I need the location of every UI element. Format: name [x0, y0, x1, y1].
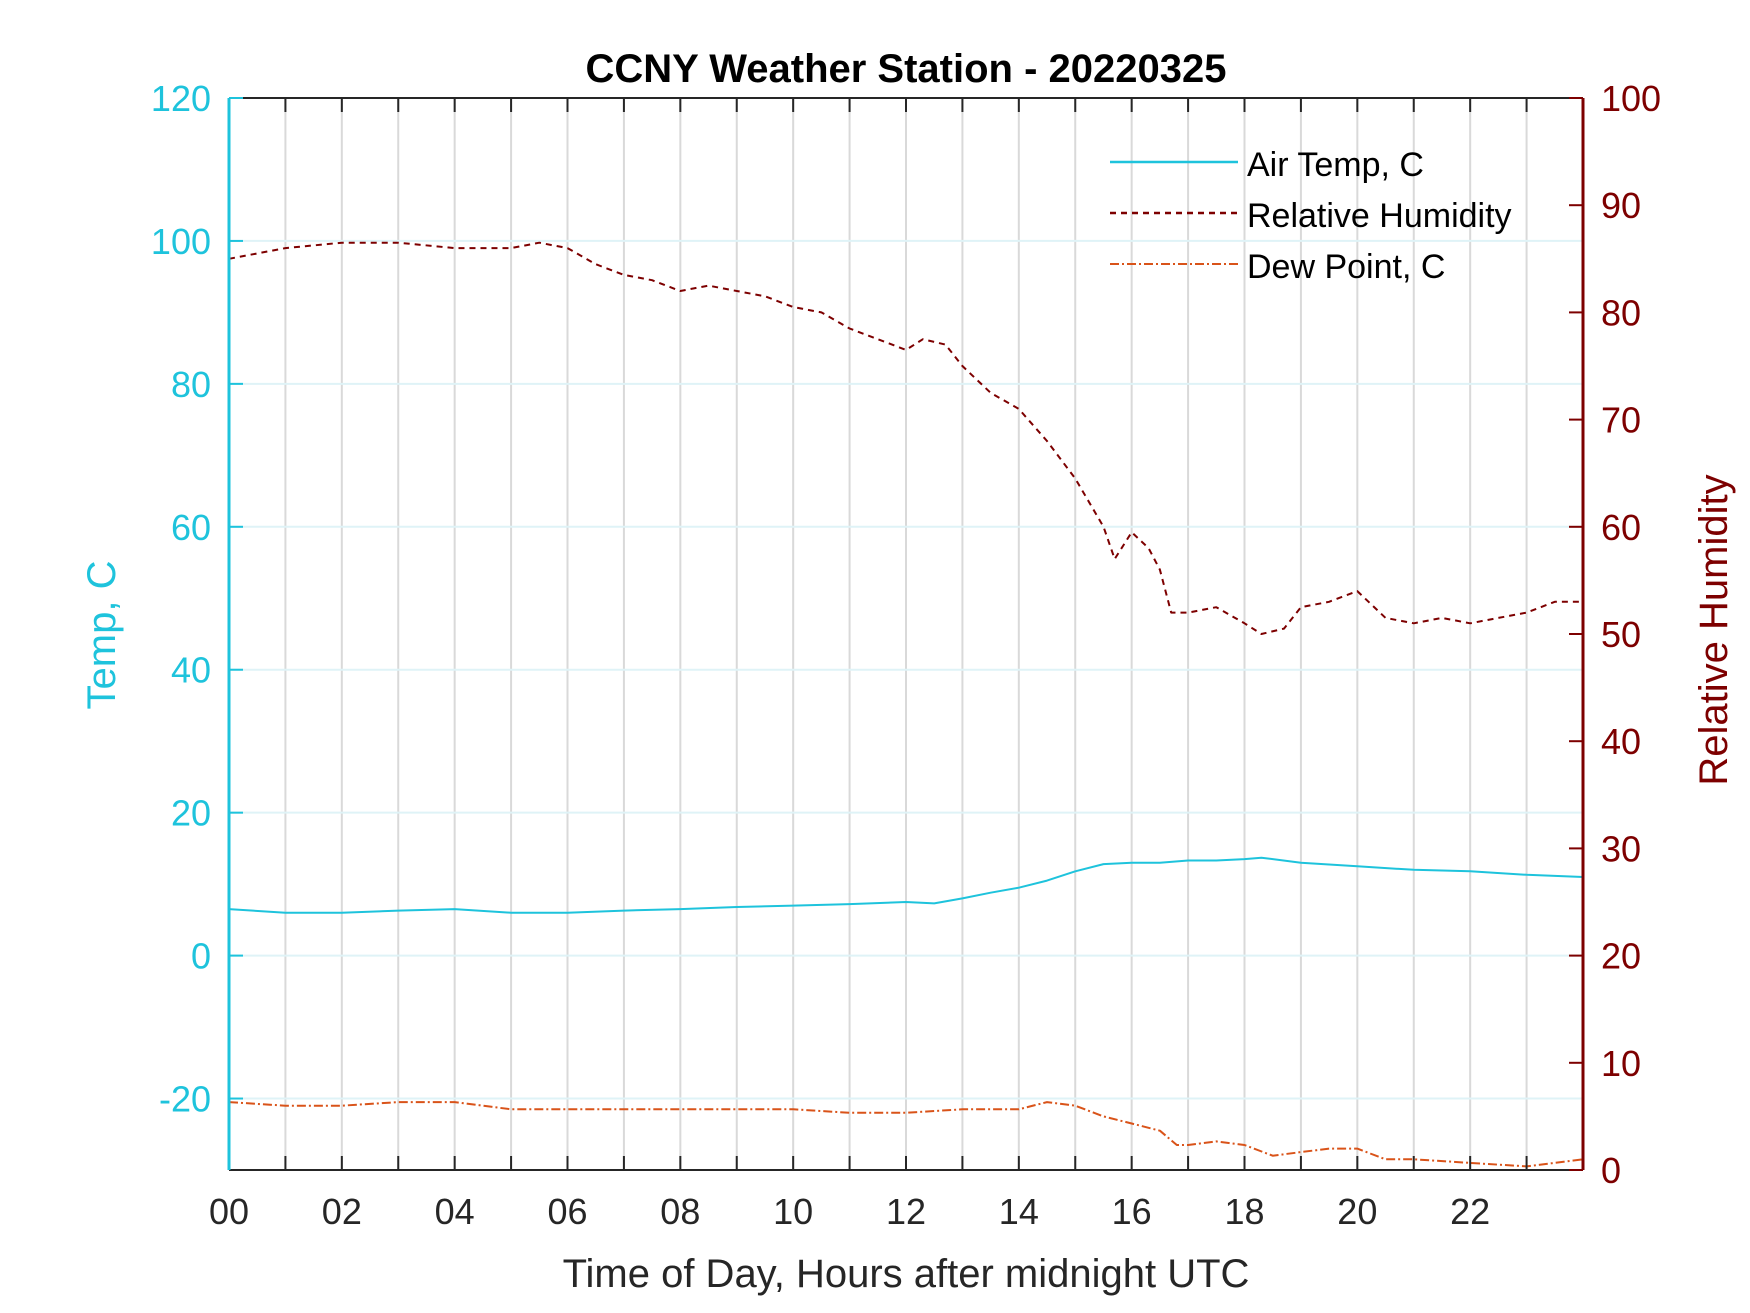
- y-tick-label-right: 100: [1601, 78, 1661, 119]
- x-tick-label: 08: [660, 1191, 700, 1232]
- y-tick-label-left: 120: [151, 78, 211, 119]
- x-tick-label: 20: [1337, 1191, 1377, 1232]
- axes: [227, 97, 1585, 1171]
- y-tick-label-right: 70: [1601, 400, 1641, 441]
- y-axis-label-left: Temp, C: [80, 561, 124, 710]
- y-tick-label-right: 30: [1601, 828, 1641, 869]
- y-tick-label-right: 0: [1601, 1150, 1621, 1191]
- x-tick-label: 10: [773, 1191, 813, 1232]
- series-line-air-temp: [228, 856, 1584, 914]
- series-lines: [228, 241, 1584, 1168]
- y-tick-label-left: 20: [171, 793, 211, 834]
- y-tick-label-right: 10: [1601, 1043, 1641, 1084]
- x-tick-label: 22: [1450, 1191, 1490, 1232]
- y-tick-label-left: 40: [171, 650, 211, 691]
- y-tick-label-left: 80: [171, 364, 211, 405]
- y-tick-label-left: 100: [151, 221, 211, 262]
- x-tick-label: 18: [1224, 1191, 1264, 1232]
- y-tick-label-left: 60: [171, 507, 211, 548]
- tick-labels: 00 02 04 06 08 10 12 14 16 18 20 22-200204060801001…: [151, 78, 1661, 1232]
- y-axis-label-right: Relative Humidity: [1692, 474, 1736, 785]
- x-tick-label: 00: [209, 1191, 249, 1232]
- x-tick-label: 16: [1112, 1191, 1152, 1232]
- y-tick-label-left: -20: [159, 1079, 211, 1120]
- legend-label-dew-point: Dew Point, C: [1247, 248, 1445, 286]
- legend: Air Temp, C Relative Humidity Dew Point,…: [1110, 146, 1512, 286]
- x-tick-label: 02: [322, 1191, 362, 1232]
- legend-label-humidity: Relative Humidity: [1247, 197, 1512, 235]
- x-tick-label: 14: [999, 1191, 1039, 1232]
- x-axis-label: Time of Day, Hours after midnight UTC: [563, 1252, 1250, 1296]
- y-tick-label-right: 50: [1601, 614, 1641, 655]
- y-tick-label-right: 90: [1601, 185, 1641, 226]
- series-line-humidity: [228, 241, 1583, 635]
- series-line-dew-point: [228, 1101, 1584, 1168]
- y-tick-label-right: 60: [1601, 507, 1641, 548]
- x-tick-label: 06: [547, 1191, 587, 1232]
- y-tick-label-right: 20: [1601, 936, 1641, 977]
- y-tick-label-right: 40: [1601, 721, 1641, 762]
- x-tick-label: 12: [886, 1191, 926, 1232]
- y-tick-label-left: 0: [191, 936, 211, 977]
- y-tick-label-right: 80: [1601, 292, 1641, 333]
- grid-lines: [229, 98, 1583, 1170]
- legend-label-air-temp: Air Temp, C: [1247, 146, 1424, 184]
- x-tick-label: 04: [435, 1191, 475, 1232]
- chart-title: CCNY Weather Station - 20220325: [586, 47, 1227, 91]
